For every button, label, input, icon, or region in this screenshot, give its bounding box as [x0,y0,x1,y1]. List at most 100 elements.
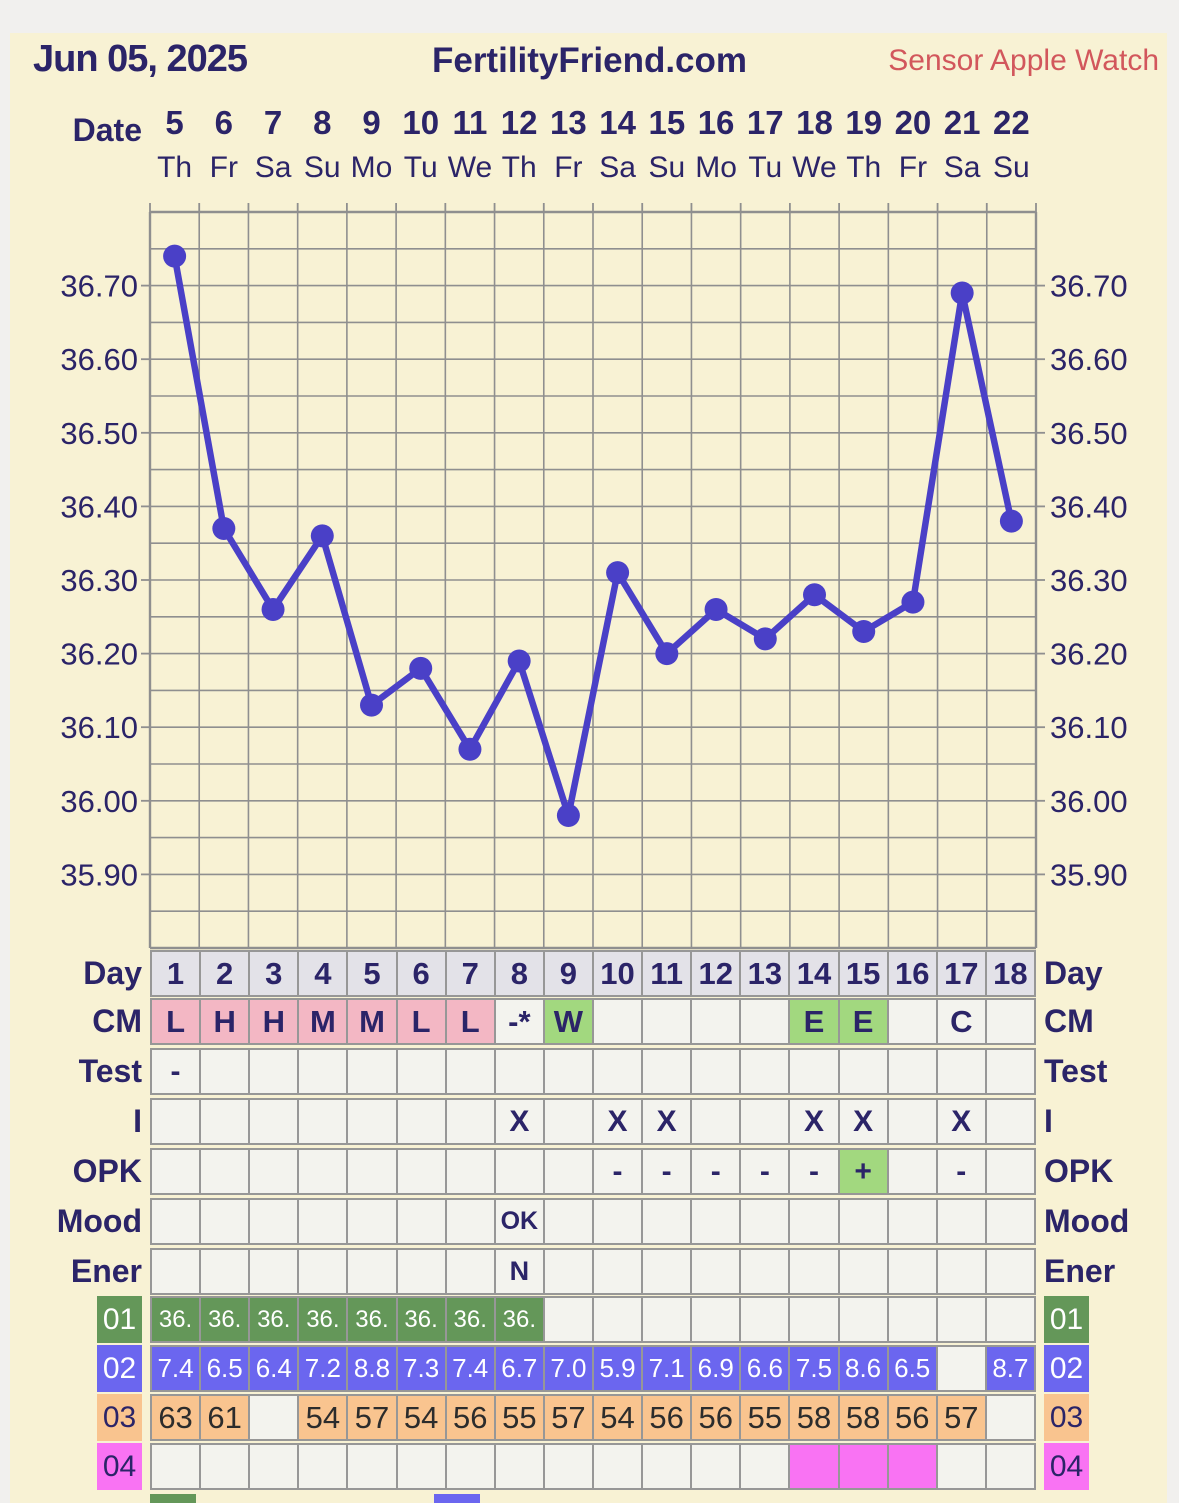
cell-r02-day-11[interactable]: 7.1 [643,1347,693,1390]
cell-cm-day-4[interactable]: M [299,1000,349,1043]
cell-i-day-4[interactable] [299,1100,349,1143]
cell-cm-day-9[interactable]: W [544,1000,594,1043]
cell-ener-day-4[interactable] [299,1250,349,1293]
cell-i-day-9[interactable] [544,1100,594,1143]
temp-dot-day-17[interactable] [950,281,974,305]
cell-r01-day-10[interactable] [593,1298,644,1341]
cell-r03-day-12[interactable]: 56 [692,1396,742,1439]
cell-opk-day-13[interactable]: - [741,1150,791,1193]
cell-i-day-16[interactable] [888,1100,938,1143]
temp-dot-day-6[interactable] [409,656,433,680]
cell-test-day-5[interactable] [348,1050,398,1093]
cell-r03-day-6[interactable]: 54 [397,1396,447,1439]
temp-dot-day-10[interactable] [606,561,630,585]
cell-opk-day-16[interactable] [888,1150,938,1193]
cell-r02-day-1[interactable]: 7.4 [152,1347,202,1390]
temp-dot-day-9[interactable] [556,804,580,828]
cell-opk-day-17[interactable]: - [937,1150,987,1193]
cell-i-day-14[interactable]: X [790,1100,840,1143]
cell-cm-day-5[interactable]: M [348,1000,398,1043]
cell-ener-day-12[interactable] [692,1250,742,1293]
cell-day-day-18[interactable]: 18 [986,952,1034,995]
temp-dot-day-18[interactable] [999,509,1023,533]
cell-r02-day-17[interactable] [937,1347,987,1390]
cell-ener-day-3[interactable] [250,1250,300,1293]
temp-dot-day-11[interactable] [655,642,679,666]
cell-cm-day-16[interactable] [888,1000,938,1043]
cell-test-day-13[interactable] [741,1050,791,1093]
cell-test-day-8[interactable] [495,1050,545,1093]
cell-mood-day-18[interactable] [986,1200,1034,1243]
cell-r04-day-2[interactable] [201,1445,251,1488]
cell-mood-day-7[interactable] [446,1200,496,1243]
cell-mood-day-15[interactable] [839,1200,889,1243]
cell-cm-day-6[interactable]: L [397,1000,447,1043]
cell-ener-day-16[interactable] [888,1250,938,1293]
cell-r04-day-1[interactable] [152,1445,202,1488]
cell-day-day-14[interactable]: 14 [790,952,840,995]
cell-cm-day-1[interactable]: L [152,1000,202,1043]
cell-r02-day-2[interactable]: 6.5 [201,1347,251,1390]
cell-cm-day-2[interactable]: H [201,1000,251,1043]
cell-r01-day-2[interactable]: 36. [201,1298,251,1341]
cell-i-day-13[interactable] [741,1100,791,1143]
cell-ener-day-11[interactable] [643,1250,693,1293]
cell-day-day-6[interactable]: 6 [397,952,447,995]
temp-dot-day-12[interactable] [704,597,728,621]
cell-cm-day-11[interactable] [643,1000,693,1043]
cell-day-day-10[interactable]: 10 [593,952,644,995]
cell-test-day-9[interactable] [544,1050,594,1093]
cell-day-day-7[interactable]: 7 [446,952,496,995]
cell-mood-day-14[interactable] [790,1200,840,1243]
cell-i-day-17[interactable]: X [937,1100,987,1143]
cell-day-day-4[interactable]: 4 [299,952,349,995]
cell-opk-day-6[interactable] [397,1150,447,1193]
cell-r01-day-7[interactable]: 36. [446,1298,496,1341]
cell-r03-day-17[interactable]: 57 [937,1396,987,1439]
cell-day-day-3[interactable]: 3 [250,952,300,995]
cell-r02-day-13[interactable]: 6.6 [741,1347,791,1390]
cell-cm-day-15[interactable]: E [839,1000,889,1043]
cell-r04-day-4[interactable] [299,1445,349,1488]
temp-dot-day-15[interactable] [852,620,876,644]
cell-ener-day-17[interactable] [937,1250,987,1293]
cell-ener-day-15[interactable] [839,1250,889,1293]
cell-r03-day-18[interactable] [986,1396,1034,1439]
cell-test-day-12[interactable] [692,1050,742,1093]
cell-test-day-10[interactable] [593,1050,644,1093]
cell-r01-day-16[interactable] [888,1298,938,1341]
cell-test-day-6[interactable] [397,1050,447,1093]
cell-mood-day-8[interactable]: OK [495,1200,545,1243]
cell-r03-day-16[interactable]: 56 [888,1396,938,1439]
cell-mood-day-1[interactable] [152,1200,202,1243]
cell-r04-day-12[interactable] [692,1445,742,1488]
cell-cm-day-3[interactable]: H [250,1000,300,1043]
cell-cm-day-7[interactable]: L [446,1000,496,1043]
cell-r04-day-6[interactable] [397,1445,447,1488]
cell-i-day-8[interactable]: X [495,1100,545,1143]
cell-r04-day-15[interactable] [839,1445,889,1488]
temp-dot-day-5[interactable] [360,693,383,717]
cell-opk-day-10[interactable]: - [593,1150,644,1193]
cell-r04-day-9[interactable] [544,1445,594,1488]
cell-r01-day-3[interactable]: 36. [250,1298,300,1341]
cell-r04-day-3[interactable] [250,1445,300,1488]
cell-mood-day-9[interactable] [544,1200,594,1243]
temp-dot-day-7[interactable] [458,737,482,761]
cell-opk-day-12[interactable]: - [692,1150,742,1193]
cell-r03-day-3[interactable] [250,1396,300,1439]
cell-day-day-17[interactable]: 17 [937,952,987,995]
cell-ener-day-2[interactable] [201,1250,251,1293]
cell-mood-day-13[interactable] [741,1200,791,1243]
cell-i-day-2[interactable] [201,1100,251,1143]
cell-ener-day-14[interactable] [790,1250,840,1293]
cell-cm-day-8[interactable]: -* [495,1000,545,1043]
cell-i-day-1[interactable] [152,1100,202,1143]
cell-r01-day-13[interactable] [741,1298,791,1341]
cell-r02-day-8[interactable]: 6.7 [495,1347,545,1390]
cell-r03-day-11[interactable]: 56 [643,1396,693,1439]
cell-day-day-8[interactable]: 8 [495,952,545,995]
cell-cm-day-18[interactable] [986,1000,1034,1043]
cell-mood-day-4[interactable] [299,1200,349,1243]
cell-ener-day-10[interactable] [593,1250,644,1293]
